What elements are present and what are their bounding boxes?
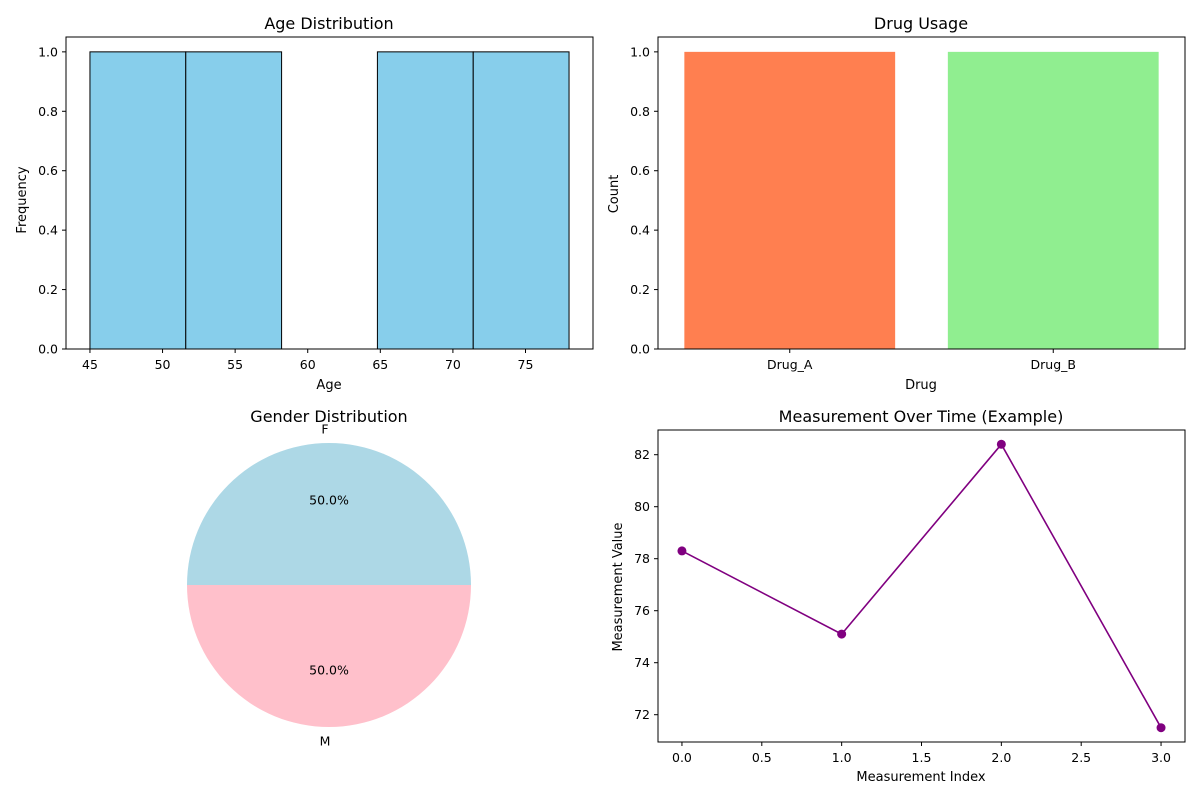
- y-axis-label: Count: [607, 175, 622, 214]
- y-axis-label: Frequency: [15, 166, 30, 233]
- y-tick-label: 0.0: [630, 342, 650, 357]
- gender-distribution-chart: Gender Distribution F 50.0% M 50.0%: [187, 407, 471, 749]
- x-tick-label: 2.5: [1071, 750, 1091, 765]
- x-tick-label: 65: [372, 357, 388, 372]
- y-tick-label: 0.6: [630, 163, 650, 178]
- pie-slice: [187, 443, 471, 585]
- y-tick-label: 0.4: [630, 223, 650, 238]
- series-line: [681, 442, 1162, 729]
- x-axis-label: Age: [316, 378, 341, 393]
- plot-frame: [65, 36, 594, 350]
- data-point: [996, 439, 1006, 449]
- x-axis-label: Measurement Index: [856, 770, 985, 785]
- x-tick-label: 3.0: [1151, 750, 1171, 765]
- y-tick-label: 0.2: [38, 282, 58, 297]
- histogram-bar: [472, 51, 570, 350]
- x-tick-label: Drug_B: [1031, 357, 1076, 372]
- histogram-bar: [185, 51, 283, 350]
- x-tick-label: 2.0: [991, 750, 1011, 765]
- y-axis-label: Measurement Value: [611, 522, 626, 651]
- histogram-bar: [89, 51, 187, 350]
- x-tick-label: 60: [300, 357, 316, 372]
- x-tick-label: 50: [155, 357, 171, 372]
- y-tick-label: 0.2: [630, 282, 650, 297]
- plot-frame: [657, 429, 1186, 743]
- plot-frame: [657, 36, 1186, 350]
- y-tick-label: 0.8: [630, 104, 650, 119]
- y-tick-label: 0.6: [38, 163, 58, 178]
- y-tick-label: 0.4: [38, 223, 58, 238]
- x-tick-label: Drug_A: [767, 357, 813, 372]
- data-point: [1156, 723, 1166, 733]
- x-tick-label: 0.5: [752, 750, 772, 765]
- y-tick-label: 82: [634, 447, 650, 462]
- y-tick-label: 1.0: [38, 44, 58, 59]
- y-tick-label: 74: [634, 655, 650, 670]
- chart-title: Age Distribution: [264, 14, 393, 33]
- bar: [684, 51, 896, 349]
- chart-title: Drug Usage: [874, 14, 968, 33]
- measurement-over-time-chart: Measurement Over Time (Example) Measurem…: [611, 407, 1186, 785]
- histogram-bar: [376, 51, 474, 350]
- pie-slice: [187, 585, 471, 727]
- pie-slice-label: F: [321, 421, 328, 436]
- y-tick-label: 0.0: [38, 342, 58, 357]
- y-tick-label: 78: [634, 551, 650, 566]
- pie-percent-label: 50.0%: [309, 492, 349, 507]
- x-tick-label: 1.0: [832, 750, 852, 765]
- y-tick-label: 1.0: [630, 44, 650, 59]
- age-distribution-chart: Age Distribution Age Frequency 45 50 55 60 6…: [15, 14, 594, 393]
- x-tick-label: 55: [227, 357, 243, 372]
- x-tick-label: 45: [82, 357, 98, 372]
- data-point: [837, 629, 847, 639]
- y-tick-label: 0.8: [38, 104, 58, 119]
- pie-slice-label: M: [320, 734, 331, 749]
- x-tick-label: 70: [445, 357, 461, 372]
- x-axis-label: Drug: [905, 378, 937, 393]
- y-tick-label: 72: [634, 707, 650, 722]
- data-point: [677, 546, 687, 556]
- pie-percent-label: 50.0%: [309, 663, 349, 678]
- drug-usage-chart: Drug Usage Drug Count Drug_A Drug_B 0.0 0.2…: [607, 14, 1186, 393]
- y-tick-label: 80: [634, 499, 650, 514]
- y-tick-label: 76: [634, 603, 650, 618]
- bar: [947, 51, 1159, 349]
- chart-title: Gender Distribution: [250, 407, 407, 426]
- chart-title: Measurement Over Time (Example): [779, 407, 1064, 426]
- x-tick-label: 75: [518, 357, 534, 372]
- x-tick-label: 1.5: [912, 750, 932, 765]
- x-tick-label: 0.0: [672, 750, 692, 765]
